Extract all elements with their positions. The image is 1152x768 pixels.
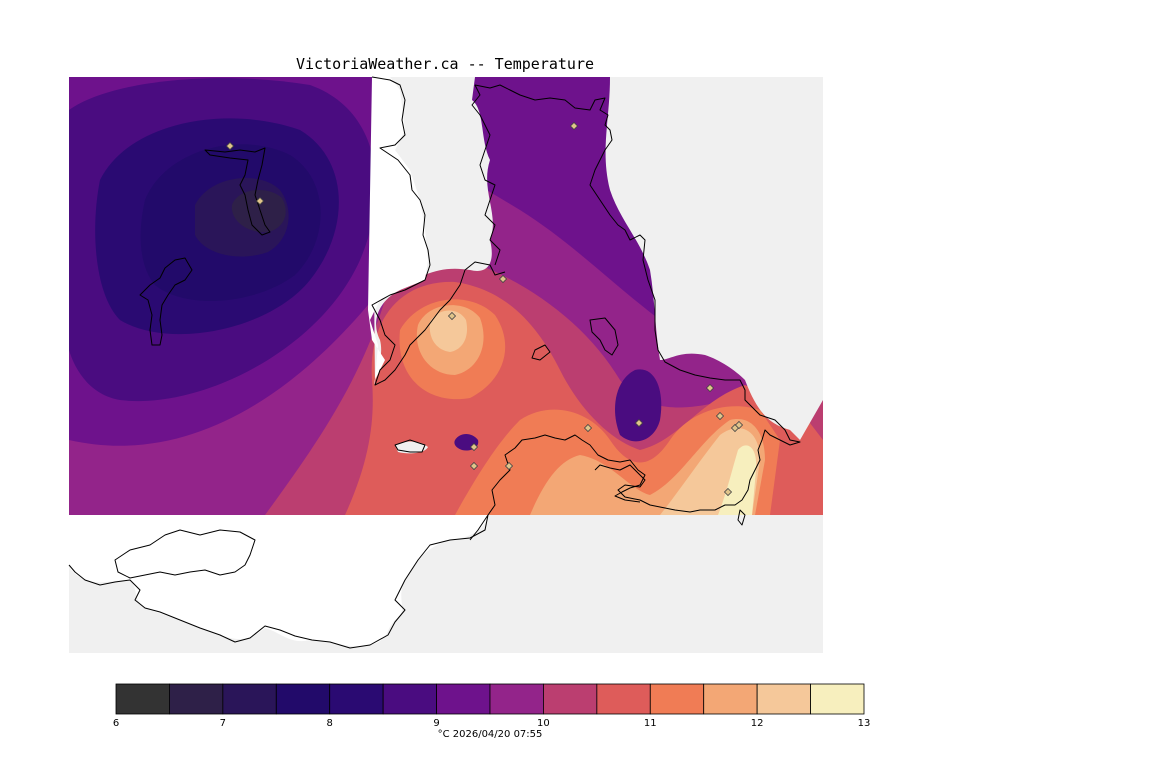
legend-bin-5 <box>382 683 437 715</box>
coastline-island-3 <box>589 317 619 356</box>
legend-tick-label: 7 <box>220 718 226 729</box>
station-marker-6 <box>715 411 725 421</box>
land-north-white <box>368 77 428 380</box>
legend-bin-8 <box>543 683 598 715</box>
coastlines <box>68 76 801 649</box>
coastline-saanich <box>474 84 801 513</box>
station-marker-8 <box>734 420 744 430</box>
contour-band-8.5-9-east <box>615 369 662 442</box>
legend-tick-label: 6 <box>113 718 119 729</box>
station-marker-1 <box>255 196 265 206</box>
station-marker-0 <box>225 141 235 151</box>
coastline-mainland-west <box>371 76 506 386</box>
coastline-south-land <box>68 514 489 649</box>
coastline-victoria <box>469 434 646 541</box>
station-marker-12 <box>469 461 479 471</box>
legend-bin-11 <box>703 683 758 715</box>
station-marker-11 <box>469 442 479 452</box>
legend-bin-4 <box>329 683 384 715</box>
legend-bin-9 <box>596 683 651 715</box>
station-marker-5 <box>705 383 715 393</box>
coastline-island-6 <box>737 509 746 526</box>
station-marker-9 <box>634 418 644 428</box>
contour-band-6.5-7 <box>231 189 286 233</box>
legend-bin-0 <box>115 683 170 715</box>
coastline-south-island <box>114 529 256 579</box>
color-legend: 6 7 8 9 10 11 12 13 <box>113 683 871 729</box>
contour-band-11-11.5 <box>399 299 780 515</box>
legend-bin-13 <box>810 683 865 715</box>
legend-tick-label: 11 <box>644 718 657 729</box>
legend-bin-7 <box>489 683 544 715</box>
station-marker-14 <box>723 487 733 497</box>
legend-bin-12 <box>756 683 811 715</box>
coastline-gulf-island-2 <box>139 257 193 346</box>
map-title: VictoriaWeather.ca -- Temperature <box>296 55 594 73</box>
legend-caption: °C 2026/04/20 07:55 <box>438 729 543 740</box>
land-south <box>69 515 488 647</box>
station-marker-13 <box>504 461 514 471</box>
coastline-island-5 <box>394 439 426 453</box>
legend-tick-label: 13 <box>858 718 871 729</box>
legend-tick-label: 10 <box>537 718 550 729</box>
legend-tick-label: 12 <box>751 718 764 729</box>
weather-stations <box>225 121 744 497</box>
mainland-east <box>605 77 823 440</box>
mainland-north <box>372 77 493 385</box>
legend-bin-1 <box>169 683 224 715</box>
legend-bin-6 <box>436 683 491 715</box>
map-area <box>68 76 823 653</box>
station-marker-2 <box>569 121 579 131</box>
station-marker-4 <box>447 311 457 321</box>
temperature-contours <box>69 77 823 515</box>
legend-bin-3 <box>275 683 331 715</box>
station-marker-10 <box>583 423 593 433</box>
station-marker-3 <box>498 274 508 284</box>
contour-band-12.5-13 <box>718 445 757 515</box>
coastline-gulf-island-1 <box>204 147 271 236</box>
legend-bin-2 <box>222 683 277 715</box>
legend-tick-label: 8 <box>327 718 333 729</box>
coastline-peninsula <box>471 84 501 266</box>
coastline-island-4 <box>531 344 551 361</box>
legend-bin-10 <box>649 683 705 715</box>
legend-tick-label: 9 <box>433 718 439 729</box>
